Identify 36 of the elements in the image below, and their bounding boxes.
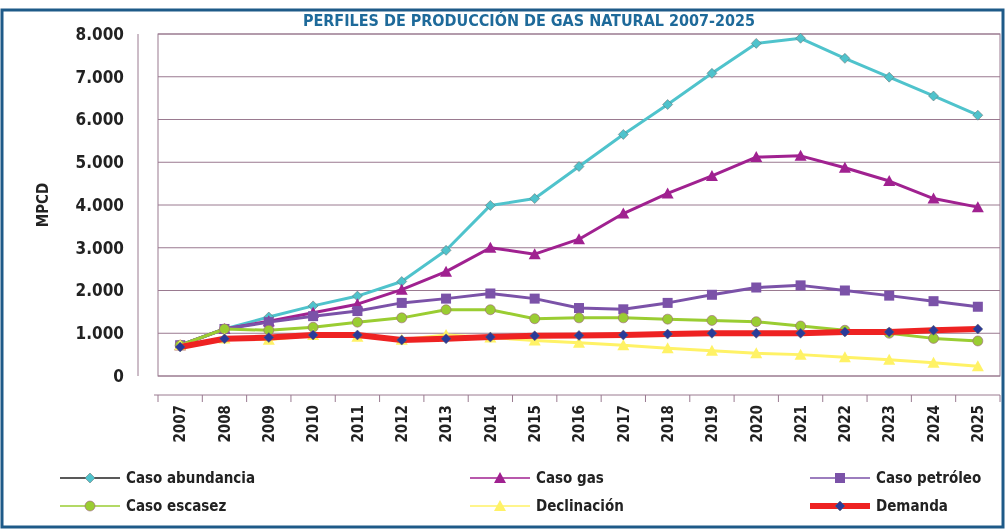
- x-tick-label: 2012: [392, 405, 411, 443]
- x-tick-label: 2008: [215, 405, 234, 443]
- x-tick-label: 2007: [171, 405, 190, 443]
- x-tick-label: 2020: [747, 405, 766, 443]
- chart-title: PERFILES DE PRODUCCIÓN DE GAS NATURAL 2007-2025: [302, 11, 756, 30]
- y-tick-label: 6.000: [75, 109, 124, 130]
- y-axis-title: MPCD: [34, 182, 52, 228]
- y-tick-label: 8.000: [75, 23, 124, 44]
- x-tick-label: 2024: [924, 405, 943, 443]
- y-tick-label: 5.000: [75, 152, 124, 173]
- x-tick-label: 2011: [348, 405, 367, 443]
- x-tick-label: 2025: [969, 405, 988, 443]
- legend-label: Caso abundancia: [126, 469, 256, 488]
- legend-label: Declinación: [536, 497, 624, 516]
- x-tick-label: 2009: [260, 405, 279, 443]
- x-tick-label: 2010: [304, 405, 323, 443]
- y-tick-label: 2.000: [75, 280, 124, 301]
- x-tick-label: 2022: [836, 405, 855, 443]
- y-tick-label: 1.000: [75, 323, 124, 344]
- x-tick-label: 2021: [791, 405, 810, 443]
- x-tick-label: 2013: [437, 405, 456, 443]
- x-tick-label: 2017: [614, 405, 633, 443]
- x-tick-label: 2023: [880, 405, 899, 443]
- x-tick-label: 2018: [658, 405, 677, 443]
- y-tick-label: 4.000: [75, 194, 124, 215]
- y-tick-label: 0: [113, 365, 124, 386]
- legend-label: Caso gas: [536, 469, 604, 488]
- x-tick-label: 2019: [703, 405, 722, 443]
- y-tick-label: 3.000: [75, 237, 124, 258]
- legend-label: Caso petróleo: [876, 469, 982, 488]
- x-tick-label: 2014: [481, 405, 500, 443]
- y-tick-label: 7.000: [75, 66, 124, 87]
- legend-label: Demanda: [876, 497, 948, 516]
- x-tick-label: 2016: [570, 405, 589, 443]
- legend-label: Caso escasez: [126, 497, 227, 516]
- x-tick-label: 2015: [525, 405, 544, 443]
